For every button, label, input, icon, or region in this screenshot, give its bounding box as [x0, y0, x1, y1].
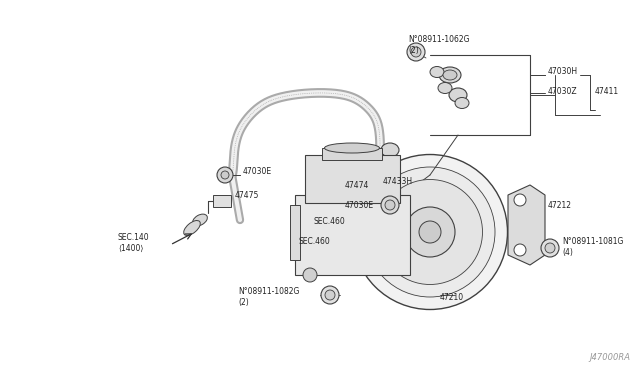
Text: 47433H: 47433H — [383, 177, 413, 186]
Circle shape — [381, 196, 399, 214]
Circle shape — [221, 171, 229, 179]
Text: 47475: 47475 — [235, 190, 259, 199]
Ellipse shape — [439, 67, 461, 83]
Circle shape — [411, 47, 421, 57]
Circle shape — [382, 180, 398, 196]
Bar — [322, 148, 382, 160]
Polygon shape — [508, 185, 545, 265]
Bar — [290, 205, 300, 260]
Text: (2): (2) — [238, 298, 249, 307]
Ellipse shape — [376, 157, 390, 167]
Circle shape — [303, 268, 317, 282]
Circle shape — [541, 239, 559, 257]
Circle shape — [545, 243, 555, 253]
Ellipse shape — [419, 221, 441, 243]
Text: N°08911-1082G: N°08911-1082G — [238, 288, 300, 296]
Bar — [305, 155, 400, 203]
Text: 47212: 47212 — [548, 201, 572, 209]
Ellipse shape — [353, 154, 508, 310]
Text: 47411: 47411 — [595, 87, 619, 96]
Ellipse shape — [184, 221, 200, 235]
Text: 47474: 47474 — [345, 180, 369, 189]
Text: 47030E: 47030E — [243, 167, 272, 176]
Text: SEC.140: SEC.140 — [118, 234, 150, 243]
Ellipse shape — [405, 207, 455, 257]
Bar — [295, 195, 410, 275]
Ellipse shape — [365, 167, 495, 297]
Circle shape — [321, 286, 339, 304]
Ellipse shape — [438, 83, 452, 93]
Text: 47030H: 47030H — [548, 67, 578, 77]
Ellipse shape — [430, 67, 444, 77]
Ellipse shape — [381, 143, 399, 157]
Ellipse shape — [443, 70, 457, 80]
Text: N°08911-1062G: N°08911-1062G — [408, 35, 470, 45]
Circle shape — [217, 167, 233, 183]
Text: N°08911-1081G: N°08911-1081G — [562, 237, 623, 247]
Text: 47030E: 47030E — [345, 201, 374, 209]
Text: 47030Z: 47030Z — [548, 87, 578, 96]
Text: (4): (4) — [562, 247, 573, 257]
Text: (2): (2) — [408, 45, 419, 55]
Ellipse shape — [193, 214, 207, 226]
Ellipse shape — [384, 169, 400, 181]
Text: SEC.460: SEC.460 — [298, 237, 330, 247]
Circle shape — [407, 43, 425, 61]
Circle shape — [514, 194, 526, 206]
Ellipse shape — [455, 97, 469, 109]
Bar — [213, 195, 231, 207]
Ellipse shape — [378, 180, 483, 285]
Text: SEC.460: SEC.460 — [313, 218, 345, 227]
Text: ⟨1400⟩: ⟨1400⟩ — [118, 244, 143, 253]
Ellipse shape — [324, 143, 380, 153]
Text: 47210: 47210 — [440, 294, 464, 302]
Text: J47000RA: J47000RA — [589, 353, 630, 362]
Circle shape — [325, 290, 335, 300]
Circle shape — [385, 200, 395, 210]
Circle shape — [514, 244, 526, 256]
Ellipse shape — [449, 88, 467, 102]
